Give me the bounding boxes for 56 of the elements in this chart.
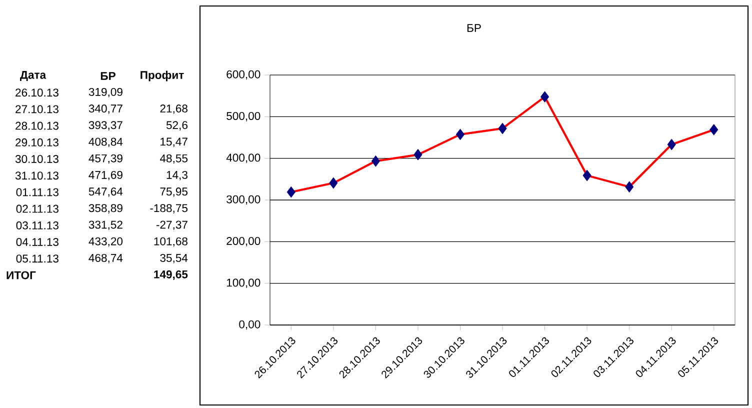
text: 75,95 (160, 188, 188, 197)
text: -27,37 (156, 220, 188, 230)
point (710, 124, 718, 136)
text: 01.11.13 (16, 188, 58, 196)
text: 03.11.13 (16, 221, 58, 230)
point (414, 149, 422, 160)
point (286, 186, 296, 198)
point (625, 181, 634, 192)
y-tick-label: 400,00 (226, 154, 260, 163)
text: Дата (20, 70, 46, 82)
text: Профит (140, 70, 184, 82)
text: 26.10.13 (16, 88, 58, 97)
y-tick-label: 300,00 (226, 195, 260, 205)
text: 331,52 (88, 220, 122, 230)
text: 02.11.13 (16, 204, 58, 213)
text: 471,69 (88, 170, 122, 180)
text: 149,65 (154, 270, 188, 280)
text: ИТОГ (6, 271, 36, 280)
text: 457,39 (88, 154, 122, 164)
text: 408,84 (88, 138, 123, 148)
text: 04.11.13 (16, 238, 58, 246)
text: -188,75 (150, 204, 188, 214)
text: 31.10.13 (15, 172, 58, 180)
text: 52,6 (166, 121, 188, 130)
y-tick-label: 500,00 (226, 112, 260, 122)
text: 27.10.13 (16, 105, 58, 114)
text: 35,54 (160, 254, 188, 264)
text: 30.10.13 (15, 155, 58, 163)
point (498, 122, 507, 134)
y-tick-label: 600,00 (226, 70, 260, 80)
text: 468,74 (88, 254, 123, 264)
text: 101,68 (154, 237, 188, 247)
point (329, 177, 338, 189)
text: 340,77 (88, 104, 122, 114)
text: 15,47 (160, 138, 188, 147)
y-tick-label: 100,00 (226, 278, 260, 288)
text: 05.11.13 (16, 254, 58, 263)
text: 433,20 (88, 237, 123, 247)
point (540, 91, 550, 102)
chart-title: БР (467, 24, 481, 32)
text: 319,09 (88, 88, 122, 98)
point (371, 156, 380, 167)
text: 358,89 (88, 204, 122, 214)
text: 29.10.13 (16, 138, 58, 146)
point (582, 170, 592, 182)
text: 14,3 (166, 170, 188, 180)
point (667, 138, 676, 150)
point (456, 128, 464, 140)
y-tick-label: 0,00 (239, 320, 260, 330)
text: 48,55 (160, 154, 188, 164)
text: 547,64 (88, 188, 123, 197)
y-tick-label: 200,00 (226, 237, 260, 246)
text: 393,37 (88, 121, 122, 130)
text: БР (100, 72, 116, 80)
text: 21,68 (160, 104, 188, 114)
text: 28.10.13 (16, 122, 58, 130)
